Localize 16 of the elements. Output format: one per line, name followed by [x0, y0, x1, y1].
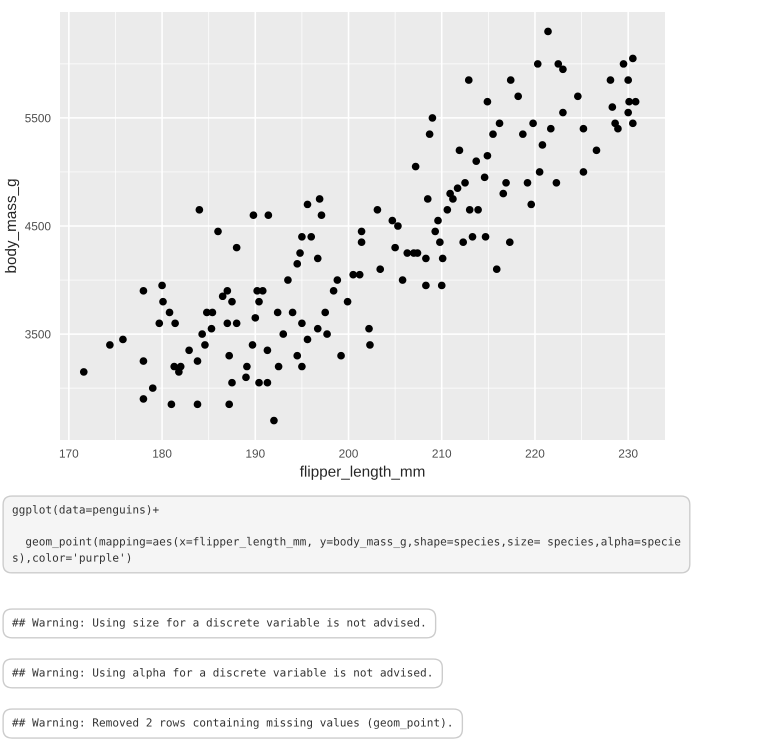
y-tick-label: 3500 — [25, 330, 51, 338]
x-tick-label: 170 — [60, 449, 78, 458]
text: ggplot(data=penguins)+ geom_point(mapping=aes(x=flipper_length_mm, y=body_mass_g,shape=species,size= species,alpha=specie s),color='purple') — [12, 505, 680, 564]
text: ## Warning: Using alpha for a discrete variable is not advised. — [12, 668, 431, 679]
y-tick-label: 5500 — [25, 114, 51, 122]
x-tick-label: 180 — [153, 449, 172, 458]
y-tick-label: 4500 — [24, 222, 51, 230]
x-tick-label: 200 — [339, 449, 358, 458]
x-tick-label: 220 — [526, 449, 544, 458]
x-tick-label: 230 — [618, 449, 638, 458]
x-tick-label: 190 — [246, 449, 265, 458]
text: ## Warning: Removed 2 rows containing missing values (geom_point). — [12, 718, 451, 730]
text: ## Warning: Using size for a discrete variable is not advised. — [12, 618, 424, 629]
x-tick-label: 210 — [432, 449, 452, 458]
x-axis-title: flipper_length_mm — [300, 466, 424, 480]
y-axis-title: body_mass_g — [4, 179, 20, 273]
